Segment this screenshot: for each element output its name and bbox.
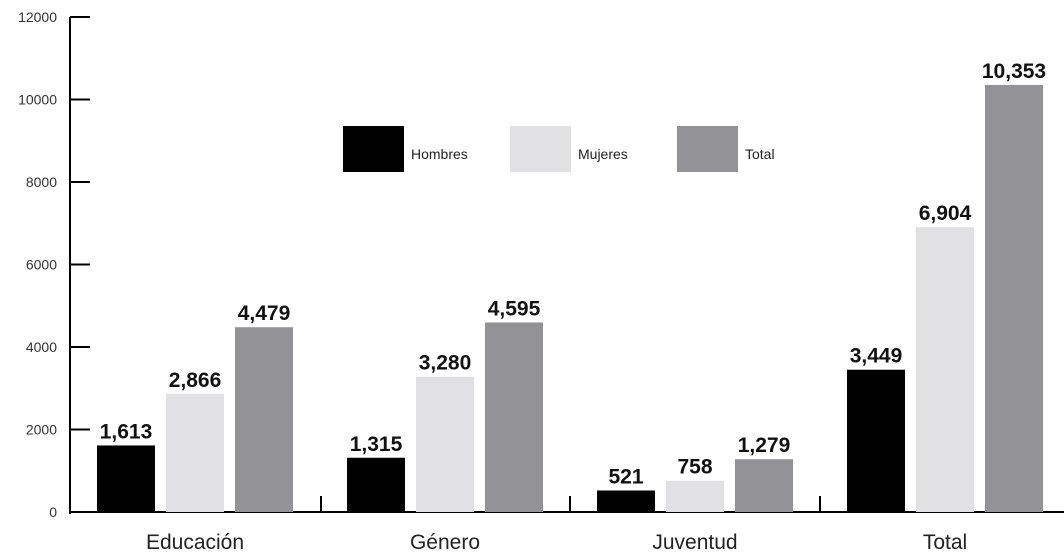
y-tick-label: 4000	[26, 339, 57, 355]
bar	[485, 322, 543, 512]
y-tick-label: 10000	[18, 92, 57, 108]
data-label: 10,353	[982, 60, 1046, 83]
data-label: 1,613	[100, 420, 153, 443]
x-tick-label: Educación	[146, 531, 244, 554]
y-tick-label: 8000	[26, 174, 57, 190]
legend-label: Mujeres	[578, 146, 628, 162]
legend-label: Hombres	[411, 146, 468, 162]
legend-label: Total	[745, 146, 775, 162]
data-label: 1,315	[350, 433, 403, 456]
data-label: 3,280	[419, 352, 472, 375]
bar	[347, 457, 405, 512]
y-tick-label: 0	[49, 504, 57, 520]
bar	[985, 84, 1043, 512]
data-label: 4,479	[238, 302, 291, 325]
x-tick-label: Juventud	[652, 531, 737, 554]
data-label: 1,279	[738, 434, 791, 457]
data-label: 3,449	[850, 345, 903, 368]
data-label: 4,595	[488, 297, 541, 320]
data-label: 6,904	[919, 202, 972, 225]
bar	[735, 459, 793, 512]
data-label: 2,866	[169, 369, 222, 392]
bar	[166, 393, 224, 512]
legend-swatch	[343, 126, 404, 172]
bar	[597, 490, 655, 512]
y-tick-label: 6000	[26, 257, 57, 273]
legend-swatch	[510, 126, 571, 172]
legend-swatch	[677, 126, 738, 172]
bar	[416, 376, 474, 512]
data-label: 521	[608, 466, 643, 489]
bar	[235, 327, 293, 512]
y-tick-label: 2000	[26, 422, 57, 438]
data-label: 758	[677, 456, 712, 479]
bar	[666, 480, 724, 512]
y-tick-label: 12000	[18, 9, 57, 25]
bar	[916, 227, 974, 512]
bar	[97, 445, 155, 512]
x-tick-label: Total	[923, 531, 967, 554]
x-tick-label: Género	[410, 531, 480, 554]
bar	[847, 369, 905, 512]
